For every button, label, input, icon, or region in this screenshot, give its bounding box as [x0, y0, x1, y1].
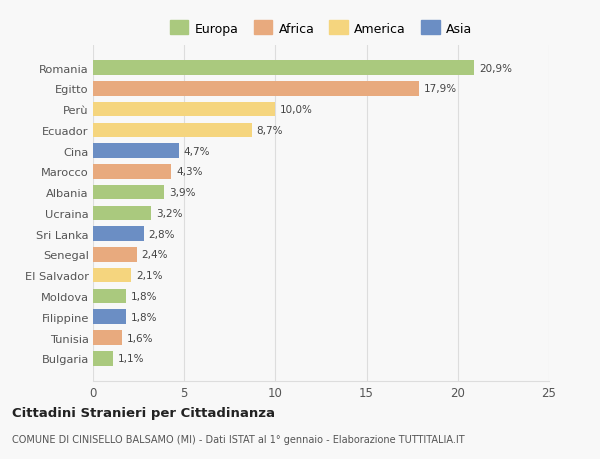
Bar [93, 269, 131, 283]
Bar [93, 123, 251, 138]
Bar [93, 82, 419, 96]
Text: 2,1%: 2,1% [136, 271, 163, 280]
Bar [93, 227, 144, 241]
Text: 10,0%: 10,0% [280, 105, 313, 115]
Text: 1,6%: 1,6% [127, 333, 153, 343]
Text: 1,8%: 1,8% [130, 312, 157, 322]
Bar [93, 310, 126, 325]
Bar [93, 330, 122, 345]
Text: 8,7%: 8,7% [256, 126, 283, 135]
Text: Cittadini Stranieri per Cittadinanza: Cittadini Stranieri per Cittadinanza [12, 406, 275, 419]
Text: 4,3%: 4,3% [176, 167, 202, 177]
Text: 1,1%: 1,1% [118, 353, 144, 364]
Bar [93, 289, 126, 303]
Text: 4,7%: 4,7% [183, 146, 210, 156]
Bar [93, 165, 172, 179]
Bar [93, 351, 113, 366]
Text: 2,4%: 2,4% [142, 250, 168, 260]
Bar [93, 61, 474, 76]
Text: COMUNE DI CINISELLO BALSAMO (MI) - Dati ISTAT al 1° gennaio - Elaborazione TUTTI: COMUNE DI CINISELLO BALSAMO (MI) - Dati … [12, 434, 464, 444]
Text: 3,2%: 3,2% [156, 208, 182, 218]
Text: 1,8%: 1,8% [130, 291, 157, 301]
Legend: Europa, Africa, America, Asia: Europa, Africa, America, Asia [170, 23, 472, 36]
Text: 3,9%: 3,9% [169, 188, 195, 198]
Bar [93, 102, 275, 117]
Bar [93, 144, 179, 158]
Bar [93, 247, 137, 262]
Text: 17,9%: 17,9% [424, 84, 457, 94]
Bar [93, 206, 151, 221]
Bar [93, 185, 164, 200]
Text: 20,9%: 20,9% [479, 63, 512, 73]
Text: 2,8%: 2,8% [149, 229, 175, 239]
